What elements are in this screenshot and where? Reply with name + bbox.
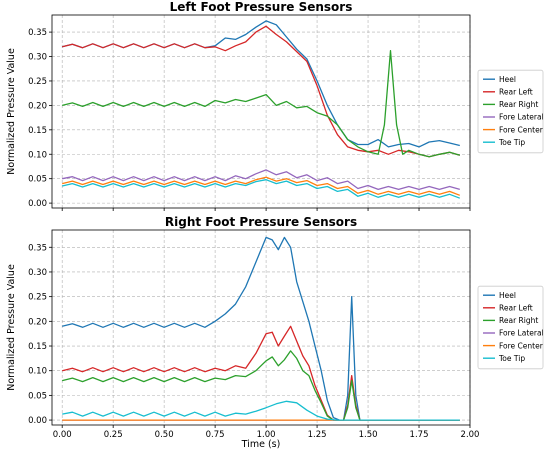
- y-tick-label: 0.35: [28, 28, 47, 38]
- x-tick-label: 1.50: [359, 430, 378, 440]
- legend-label: Rear Left: [499, 88, 533, 97]
- legend-label: Rear Right: [499, 100, 538, 109]
- legend-label: Rear Left: [499, 304, 533, 313]
- series-line-fore-center: [62, 176, 461, 196]
- x-tick-label: 0.00: [53, 430, 72, 440]
- legend: Heel Rear Left Rear Right Fore Lateral Fore …: [477, 285, 544, 370]
- series-line-heel: [62, 236, 460, 421]
- legend-label: Heel: [499, 291, 516, 300]
- legend-label: Rear Right: [499, 316, 538, 325]
- series-line-heel: [62, 20, 460, 148]
- series-line-rear-left: [62, 325, 460, 421]
- y-tick-label: 0.30: [28, 268, 47, 278]
- chart-title: Right Foot Pressure Sensors: [165, 215, 357, 229]
- y-tick-label: 0.15: [28, 126, 47, 136]
- subplot-1: 0.00 0.05 0.10 0.15 0.20 0.25 0.30 0.35 Left Foo…: [6, 0, 544, 211]
- x-axis-label: Time (s): [241, 439, 281, 450]
- y-tick-label: 0.30: [28, 53, 47, 63]
- legend-label: Fore Center: [499, 341, 544, 350]
- series-line-rear-left: [62, 25, 460, 158]
- y-tick-label: 0.25: [28, 77, 47, 87]
- y-tick-label: 0.00: [28, 199, 47, 209]
- y-tick-label: 0.20: [28, 317, 47, 327]
- y-axis-label: Normalized Pressure Value: [6, 264, 17, 391]
- y-tick-label: 0.10: [28, 150, 47, 160]
- legend-box: [477, 69, 544, 154]
- legend-label: Toe Tip: [498, 354, 525, 363]
- chart-title: Left Foot Pressure Sensors: [170, 0, 353, 14]
- y-tick-label: 0.15: [28, 342, 47, 352]
- legend-label: Heel: [499, 75, 516, 84]
- series-line-toe-tip: [62, 400, 460, 421]
- legend-label: Fore Lateral: [499, 329, 544, 338]
- x-tick-label: 0.50: [155, 430, 174, 440]
- x-tick-label: 0.75: [206, 430, 225, 440]
- y-tick-label: 0.05: [28, 175, 47, 185]
- legend-label: Fore Center: [499, 125, 544, 134]
- y-tick-label: 0.35: [28, 243, 47, 253]
- y-tick-label: 0.00: [28, 416, 47, 426]
- x-tick-label: 1.75: [410, 430, 429, 440]
- series-line-toe-tip: [62, 179, 461, 199]
- x-tick-label: 2.00: [461, 430, 480, 440]
- series-line-rear-right: [62, 350, 460, 421]
- y-tick-label: 0.25: [28, 293, 47, 303]
- y-tick-label: 0.10: [28, 367, 47, 377]
- subplot-2: 0.00 0.05 0.10 0.15 0.20 0.25 0.30 0.35 0.00 0.25…: [6, 215, 544, 450]
- y-tick-label: 0.20: [28, 101, 47, 111]
- x-tick-label: 0.25: [104, 430, 123, 440]
- plot-frame: [51, 14, 471, 209]
- y-tick-label: 0.05: [28, 391, 47, 401]
- plot-frame: [51, 229, 471, 426]
- x-tick-label: 1.25: [308, 430, 327, 440]
- series-line-rear-right: [62, 50, 460, 158]
- legend: Heel Rear Left Rear Right Fore Lateral Fore …: [477, 69, 544, 154]
- legend-label: Toe Tip: [498, 138, 525, 147]
- y-axis-label: Normalized Pressure Value: [6, 48, 17, 175]
- x-tick-label: 1.00: [257, 430, 276, 440]
- series-line-fore-lateral: [62, 169, 460, 191]
- legend-box: [477, 285, 544, 370]
- legend-label: Fore Lateral: [499, 113, 544, 122]
